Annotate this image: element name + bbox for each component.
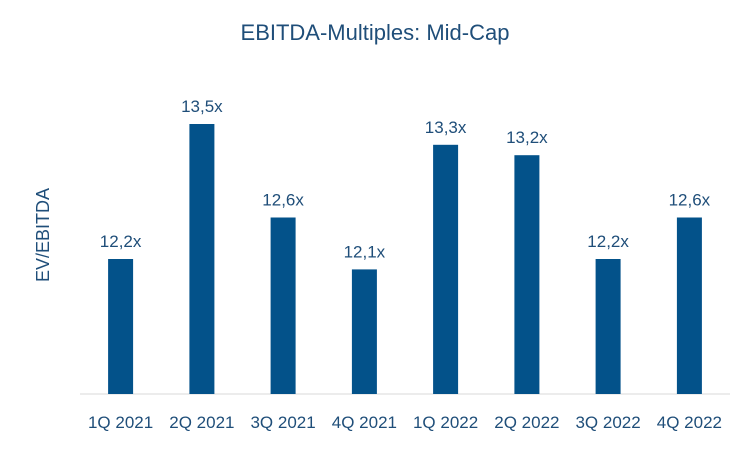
data-label: 12,2x (587, 232, 629, 251)
bar-3q-2022 (595, 259, 621, 394)
x-tick-label: 4Q 2021 (332, 413, 397, 432)
x-tick-label: 1Q 2022 (413, 413, 478, 432)
data-labels-group: 12,2x 13,5x 12,6x 12,1x 13,3x 13,2x 12,2x 12,6x (100, 97, 711, 261)
x-tick-label: 2Q 2021 (169, 413, 234, 432)
bar-4q-2021 (351, 269, 377, 394)
x-ticks-group: 1Q 2021 2Q 2021 3Q 2021 4Q 2021 1Q 2022 2Q 20… (88, 413, 722, 432)
x-tick-label: 2Q 2022 (494, 413, 559, 432)
bar-1q-2021 (108, 259, 134, 394)
x-tick-label: 1Q 2021 (88, 413, 153, 432)
x-tick-label: 3Q 2021 (250, 413, 315, 432)
data-label: 12,1x (344, 242, 386, 261)
bar-4q-2022 (676, 217, 702, 394)
x-tick-label: 4Q 2022 (657, 413, 722, 432)
chart-title: EBITDA-Multiples: Mid-Cap (241, 20, 510, 45)
bar-2q-2021 (189, 124, 215, 394)
bars-group (108, 124, 702, 394)
data-label: 12,2x (100, 232, 142, 251)
data-label: 13,3x (425, 118, 467, 137)
x-tick-label: 3Q 2022 (575, 413, 640, 432)
bar-1q-2022 (433, 144, 459, 394)
data-label: 12,6x (262, 191, 304, 210)
y-axis-label: EV/EBITDA (33, 188, 53, 282)
bar-2q-2022 (514, 155, 540, 394)
data-label: 13,5x (181, 97, 223, 116)
data-label: 13,2x (506, 128, 548, 147)
bar-3q-2021 (270, 217, 296, 394)
data-label: 12,6x (669, 191, 711, 210)
